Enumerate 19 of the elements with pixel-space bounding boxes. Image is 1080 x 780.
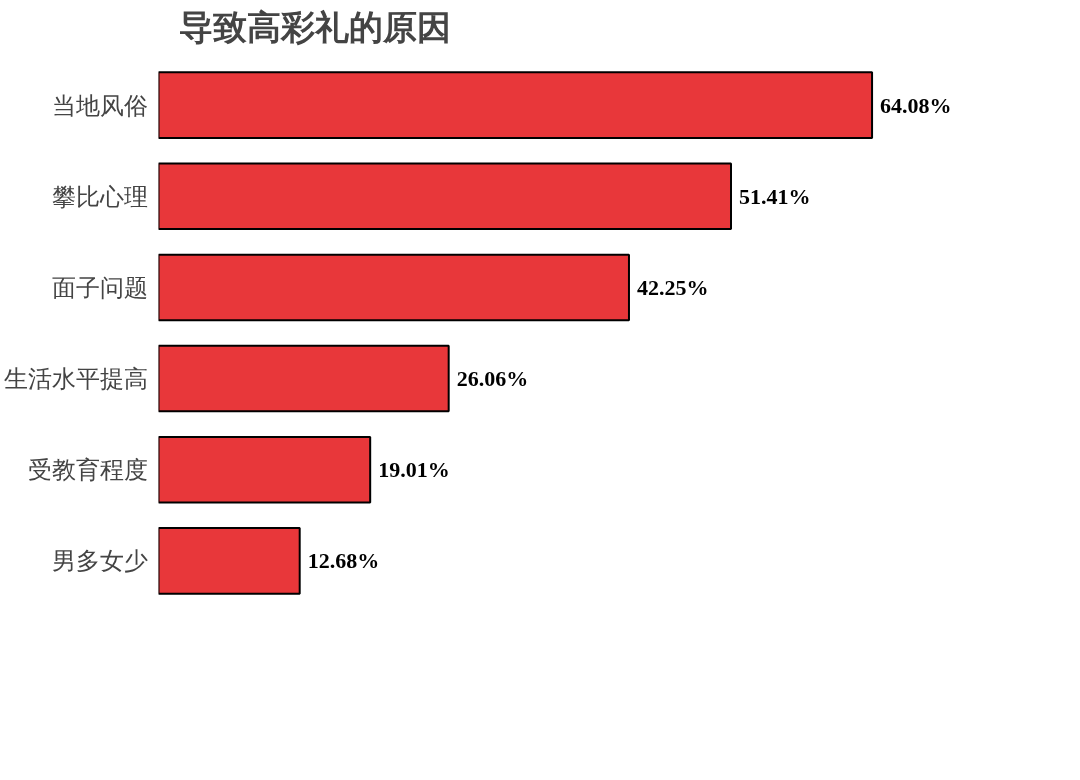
bar [158,344,450,413]
y-tick-label: 生活水平提高 [3,365,148,393]
bar [158,435,372,504]
data-label: 64.08% [880,92,952,118]
data-label: 19.01% [378,457,450,483]
y-tick-label: 当地风俗 [51,91,148,119]
chart-title: 导致高彩礼的原因 [178,7,451,46]
y-tick-label: 面子问题 [51,273,148,301]
bar [158,162,732,231]
bar [158,253,630,322]
data-label: 26.06% [456,366,529,392]
data-label: 42.25% [636,274,709,300]
y-tick-label: 男多女少 [51,547,148,575]
bar [158,71,874,139]
y-tick-label: 攀比心理 [51,182,148,210]
data-label: 12.68% [307,548,380,574]
bar [158,527,301,595]
y-tick-label: 受教育程度 [27,456,148,484]
data-label: 51.41% [738,183,811,209]
